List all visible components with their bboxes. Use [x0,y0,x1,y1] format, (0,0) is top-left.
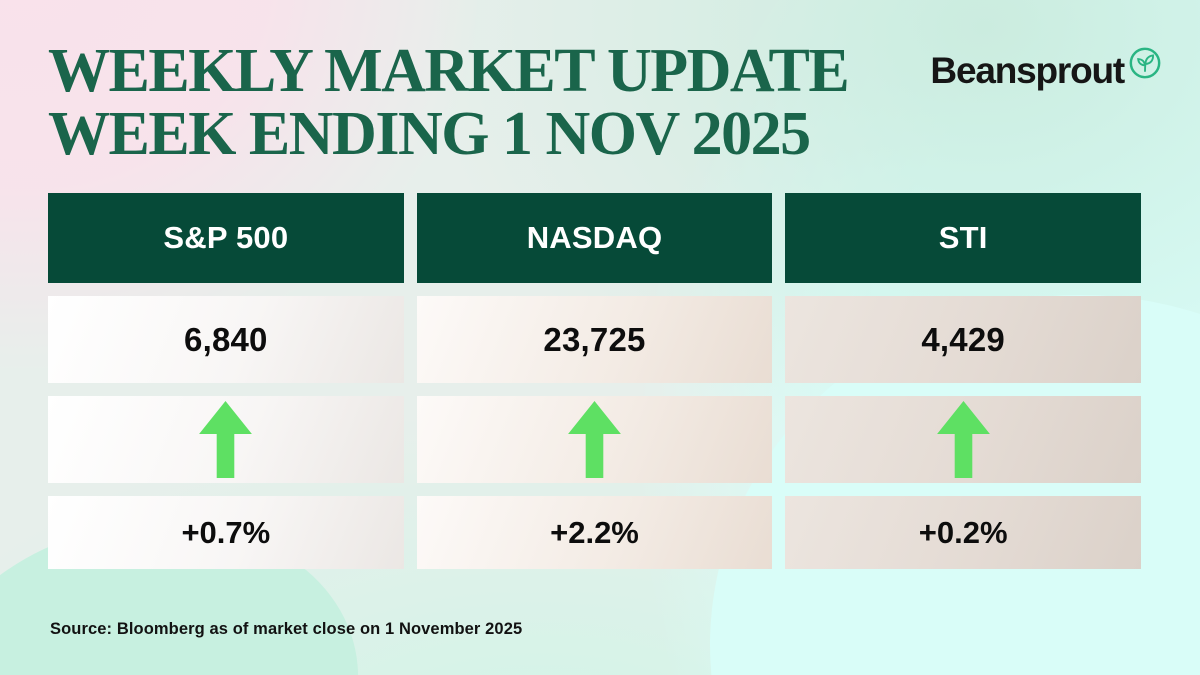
index-header-sti: STI [785,193,1141,283]
up-arrow-icon [199,401,253,478]
index-header-sp500: S&P 500 [48,193,404,283]
index-header-nasdaq: NASDAQ [416,193,773,283]
direction-cell-sti [785,396,1141,483]
sprout-icon [1129,47,1161,79]
change-cell-sti: +0.2% [785,496,1141,569]
weekly-change: +0.2% [918,514,1008,550]
index-value-sp500: 6,840 [48,296,404,383]
index-value-nasdaq: 23,725 [416,296,773,383]
direction-cell-sp500 [48,396,404,483]
index-value-sti: 4,429 [785,296,1141,383]
change-cell-sp500: +0.7% [48,496,404,569]
source-note: Source: Bloomberg as of market close on … [50,620,523,638]
up-arrow-icon [568,401,621,478]
brand-name: Beansprout [930,50,1125,91]
market-table: S&P 500 NASDAQ STI 6,840 23,725 4,429 [48,193,1141,569]
page-title: WEEKLY MARKET UPDATE WEEK ENDING 1 NOV 2… [48,37,850,168]
title-line-1: WEEKLY MARKET UPDATE [48,37,850,105]
title-line-2: WEEK ENDING 1 NOV 2025 [48,100,811,168]
brand-logo: Beansprout [930,47,1162,91]
index-name: NASDAQ [526,220,663,255]
direction-cell-nasdaq [416,396,773,483]
change-cell-nasdaq: +2.2% [416,496,773,569]
index-level: 6,840 [184,320,268,358]
index-name: STI [938,220,988,255]
weekly-change: +0.7% [181,514,271,550]
index-level: 4,429 [921,320,1005,358]
index-name: S&P 500 [163,220,289,255]
weekly-change: +2.2% [550,514,639,550]
up-arrow-icon [936,401,990,478]
index-level: 23,725 [543,320,646,358]
